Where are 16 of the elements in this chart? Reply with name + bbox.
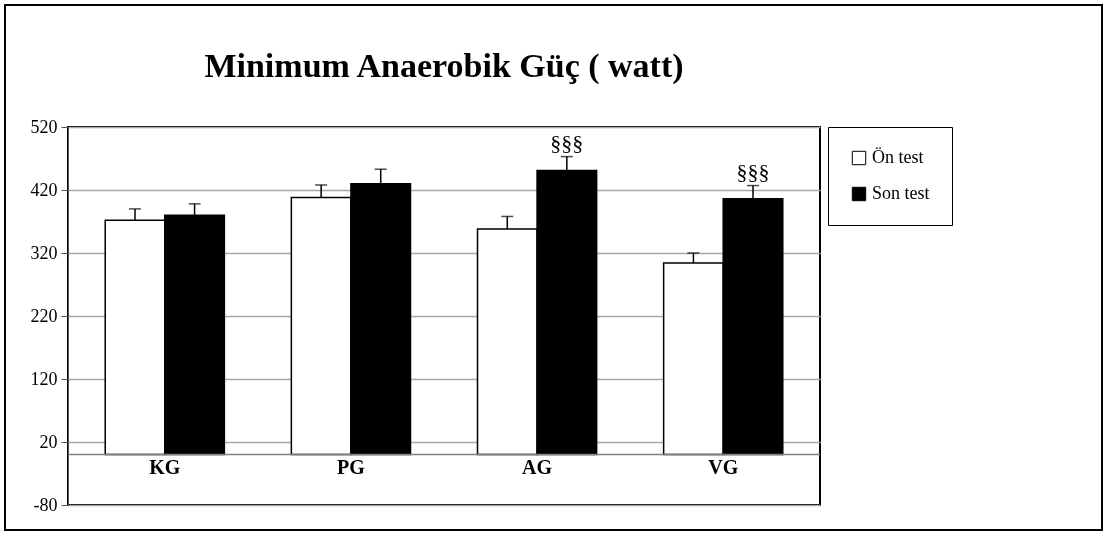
y-tick-label: -80	[33, 494, 58, 515]
x-tick-label: AG	[522, 455, 553, 478]
y-tick-label: 20	[39, 431, 58, 452]
y-tick-label: 120	[30, 368, 58, 389]
x-tick-label: VG	[708, 455, 739, 478]
x-tick-label: KG	[149, 455, 181, 478]
y-tick-label: 220	[30, 305, 58, 326]
y-tick-label: 420	[30, 179, 58, 200]
chart-title: Minimum Anaerobik Güç ( watt)	[204, 47, 684, 85]
legend-label: Ön test	[872, 147, 924, 167]
data-label: §§§	[550, 129, 584, 155]
legend-label: Son test	[872, 183, 930, 203]
y-tick-label: 520	[30, 116, 58, 137]
data-label: §§§	[736, 158, 770, 184]
y-tick-label: 320	[30, 242, 58, 263]
x-tick-label: PG	[337, 455, 366, 478]
